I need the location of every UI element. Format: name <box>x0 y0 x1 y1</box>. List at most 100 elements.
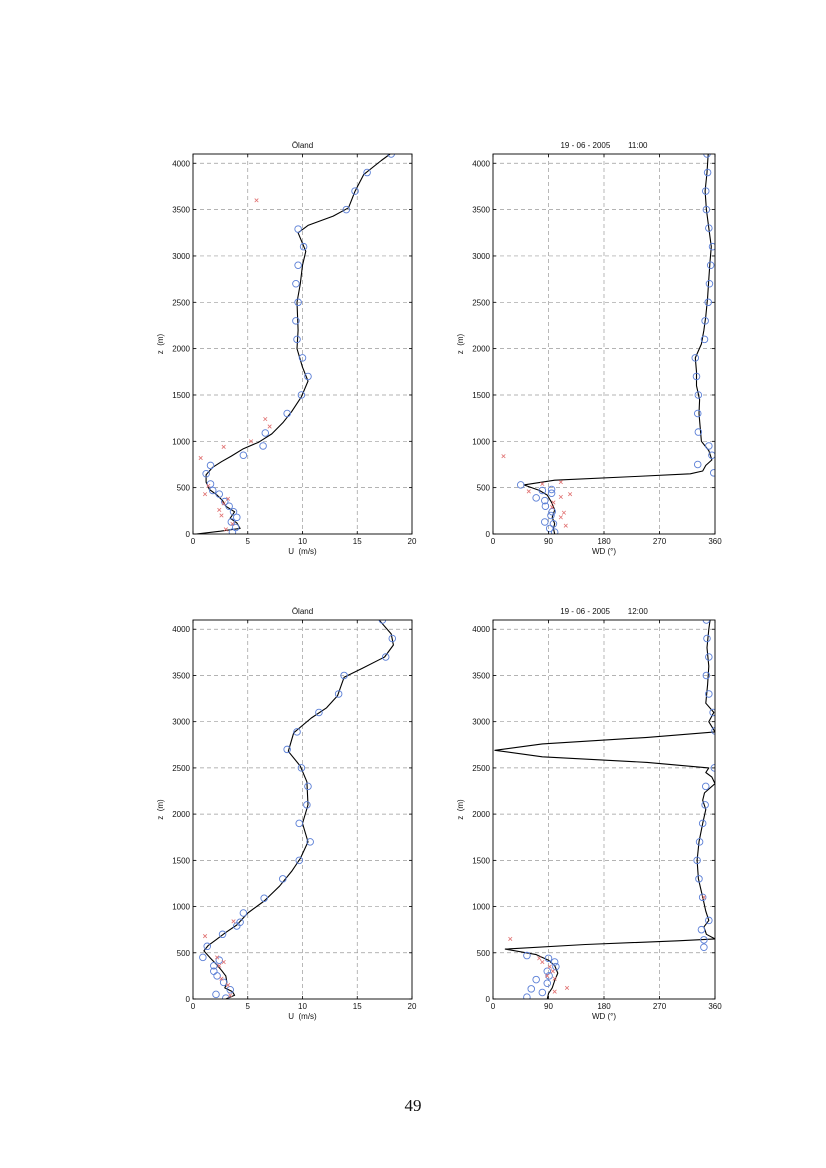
data-point-circle <box>297 391 306 399</box>
data-point-circle <box>538 486 547 495</box>
data-point-circle <box>222 994 230 999</box>
y-tick-label: 3500 <box>172 206 190 215</box>
chart-panel-3: 0 5 10 15 20 0 500 1000 1500 2000 2500 3000 3500 4000… <box>156 607 417 1021</box>
data-point-cross <box>564 985 570 990</box>
data-point-circle <box>703 168 712 177</box>
y-tick-label: 3000 <box>172 252 190 261</box>
y-tick-label: 1500 <box>172 391 190 400</box>
data-point-circle <box>208 486 217 495</box>
data-point-circle <box>304 372 312 381</box>
data-point-cross <box>230 521 235 526</box>
y-tick-label: 500 <box>177 949 191 958</box>
data-point-circle <box>210 961 218 970</box>
y-tick-label: 4000 <box>472 625 490 634</box>
data-point-circle <box>527 985 535 993</box>
data-point-circle <box>547 511 555 520</box>
data-point-circle <box>210 967 218 976</box>
y-tick-label: 1500 <box>472 856 490 865</box>
data-point-circle <box>388 634 397 643</box>
data-point-circle <box>695 875 703 883</box>
data-point-circle <box>700 943 708 951</box>
data-point-circle <box>523 951 531 960</box>
y-tick-label: 2500 <box>472 298 490 307</box>
data-point-circle <box>693 856 701 865</box>
x-tick-label: 90 <box>544 537 553 546</box>
data-point-circle <box>543 967 552 976</box>
data-point-cross <box>558 480 563 485</box>
data-point-cross <box>568 492 573 497</box>
data-point-cross <box>217 963 222 968</box>
data-point-circle <box>702 782 710 791</box>
y-tick-label: 2000 <box>172 810 190 819</box>
y-tick-label: 2000 <box>472 345 490 354</box>
x-tick-label: 20 <box>408 537 417 546</box>
data-point-circle <box>702 187 710 195</box>
y-axis-label: z (m) <box>456 333 465 354</box>
data-point-circle <box>226 986 234 994</box>
data-point-cross <box>223 527 228 532</box>
profile-line <box>523 154 713 534</box>
data-point-circle <box>236 918 244 927</box>
data-point-cross <box>558 515 563 520</box>
y-tick-label: 2500 <box>172 298 190 307</box>
x-tick-label: 10 <box>298 537 307 546</box>
chart-title: 19 - 06 - 2005 12:00 <box>560 607 648 616</box>
plot-area <box>501 154 715 534</box>
data-point-circle <box>315 708 323 717</box>
x-tick-label: 10 <box>298 1002 307 1011</box>
plot-area <box>196 154 395 534</box>
data-point-cross <box>552 976 557 981</box>
data-point-circle <box>705 916 713 925</box>
data-point-circle <box>298 354 307 362</box>
y-tick-label: 2000 <box>172 345 190 354</box>
data-point-circle <box>297 764 306 772</box>
data-point-circle <box>693 409 702 418</box>
data-point-circle <box>703 634 711 643</box>
data-point-circle <box>219 978 228 987</box>
data-point-cross <box>221 959 226 965</box>
data-point-cross <box>263 416 268 422</box>
data-point-circle <box>229 508 238 516</box>
data-point-circle <box>218 930 227 939</box>
y-tick-label: 3000 <box>172 718 190 727</box>
x-axis-label: WD (°) <box>592 1012 616 1021</box>
data-point-circle <box>709 708 715 717</box>
data-point-circle <box>693 460 702 469</box>
data-point-circle <box>547 489 556 497</box>
y-tick-label: 3000 <box>472 718 490 727</box>
data-point-circle <box>541 502 550 510</box>
data-point-circle <box>295 856 303 865</box>
data-point-cross <box>202 492 208 497</box>
data-point-circle <box>694 391 703 399</box>
data-point-circle <box>294 298 302 307</box>
data-point-circle <box>215 956 224 964</box>
x-tick-label: 180 <box>597 537 611 546</box>
data-point-cross <box>231 919 236 924</box>
x-tick-label: 15 <box>353 1002 362 1011</box>
x-tick-label: 0 <box>491 537 496 546</box>
data-point-circle <box>702 205 711 214</box>
data-point-circle <box>293 728 301 736</box>
data-point-circle <box>340 671 348 680</box>
data-point-circle <box>547 485 556 494</box>
x-tick-label: 15 <box>353 537 362 546</box>
y-axis-label: z (m) <box>456 799 465 820</box>
y-tick-label: 1000 <box>172 437 190 446</box>
x-axis-label: WD (°) <box>592 547 616 556</box>
data-point-circle <box>691 354 700 362</box>
data-point-circle <box>545 524 554 533</box>
y-tick-label: 3000 <box>472 252 490 261</box>
data-point-circle <box>705 690 713 698</box>
data-point-circle <box>710 469 715 477</box>
y-tick-label: 0 <box>186 530 191 539</box>
data-point-cross <box>547 964 552 969</box>
data-point-circle <box>543 979 552 988</box>
data-point-circle <box>283 745 291 754</box>
y-tick-label: 3500 <box>172 671 190 680</box>
data-point-circle <box>387 154 395 158</box>
data-point-circle <box>704 298 712 307</box>
chart-panel-4: 0 90 180 270 360 0 500 1000 1500 2000 2500 3000 3500… <box>456 607 722 1021</box>
chart-panel-2: 0 90 180 270 360 0 500 1000 1500 2000 2500 3000 3500… <box>456 141 722 556</box>
data-point-circle <box>294 261 302 269</box>
data-point-circle <box>698 893 707 902</box>
